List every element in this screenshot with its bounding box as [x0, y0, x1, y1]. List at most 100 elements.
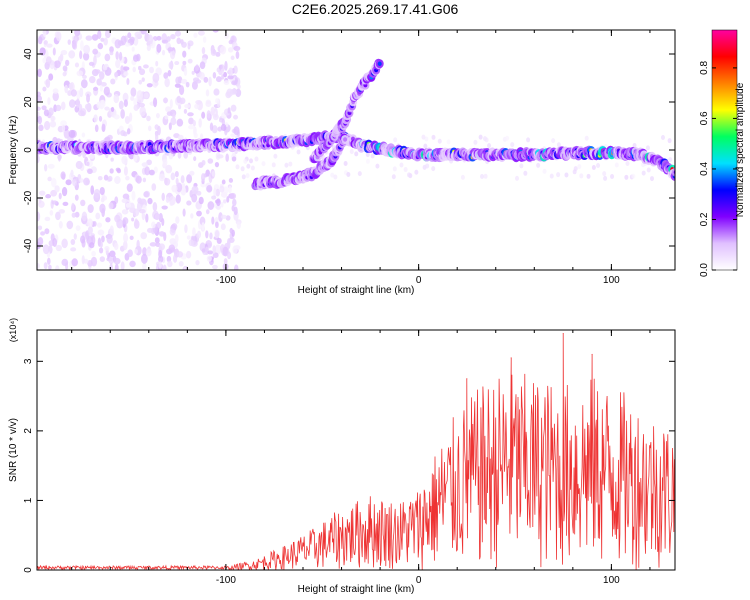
noise-cell	[158, 261, 162, 269]
noise-cell	[140, 30, 148, 35]
noise-cell	[108, 256, 115, 265]
noise-cell	[110, 78, 116, 85]
noise-cell	[184, 224, 188, 234]
noise-cell	[74, 194, 79, 201]
noise-cell	[54, 60, 61, 69]
noise-cell	[201, 47, 206, 55]
noise-cell	[211, 216, 215, 225]
noise-cell	[423, 143, 428, 149]
noise-cell	[223, 71, 228, 78]
noise-cell	[196, 230, 202, 239]
spectrogram-y-tick-label: -20	[23, 190, 34, 205]
noise-cell	[99, 186, 105, 196]
trace-cell	[671, 167, 675, 177]
noise-cell	[198, 118, 202, 128]
noise-cell	[157, 125, 161, 136]
noise-cell	[114, 214, 121, 223]
noise-cell	[76, 70, 84, 77]
noise-cell	[80, 235, 86, 244]
noise-cell	[79, 87, 84, 98]
noise-cell	[206, 255, 212, 262]
noise-cell	[47, 97, 51, 106]
noise-cell	[162, 97, 169, 104]
trace-cell-core	[673, 170, 675, 175]
noise-cell	[138, 79, 143, 85]
noise-cell	[114, 176, 121, 185]
noise-cell	[200, 173, 206, 182]
noise-cell	[42, 244, 49, 249]
noise-cell	[127, 249, 133, 257]
noise-cell	[480, 173, 485, 179]
noise-cell	[243, 158, 248, 164]
noise-cell	[375, 163, 380, 169]
noise-cell	[171, 184, 178, 193]
noise-cell	[174, 61, 180, 66]
noise-cell	[171, 223, 178, 231]
noise-cell	[92, 221, 97, 227]
noise-cell	[137, 197, 142, 204]
noise-cell	[61, 258, 69, 267]
noise-cell	[152, 72, 160, 83]
noise-cell	[349, 149, 354, 155]
noise-cell	[93, 55, 97, 66]
noise-cell	[79, 50, 83, 60]
noise-cell	[164, 77, 170, 88]
noise-cell	[133, 152, 138, 162]
noise-cell	[161, 49, 166, 56]
noise-cell	[211, 195, 217, 200]
noise-cell	[220, 201, 224, 208]
noise-cell	[614, 162, 619, 168]
noise-cell	[99, 203, 106, 214]
noise-cell	[174, 30, 182, 37]
noise-cell	[86, 161, 90, 167]
noise-cell	[113, 257, 121, 265]
noise-cell	[215, 188, 220, 197]
noise-cell	[51, 200, 58, 205]
noise-cell	[178, 85, 185, 96]
noise-cell	[37, 115, 43, 125]
noise-cell	[88, 61, 95, 66]
noise-cell	[211, 125, 218, 134]
noise-cell	[87, 168, 93, 175]
noise-cell	[60, 120, 67, 127]
colorbar-gradient	[711, 29, 738, 271]
noise-cell	[103, 174, 109, 181]
noise-cell	[176, 37, 182, 45]
noise-cell	[138, 68, 146, 76]
noise-cell	[220, 223, 226, 231]
noise-cell	[71, 258, 78, 267]
noise-cell	[49, 120, 57, 128]
noise-cell	[245, 173, 250, 179]
noise-cell	[523, 170, 528, 176]
noise-cell	[55, 265, 60, 270]
noise-cell	[37, 236, 44, 246]
noise-cell	[158, 173, 166, 182]
noise-cell	[221, 118, 225, 126]
noise-cell	[91, 34, 99, 41]
noise-cell	[52, 47, 56, 56]
noise-cell	[399, 162, 404, 168]
noise-cell	[215, 51, 221, 57]
noise-cell	[460, 174, 465, 180]
noise-cell	[148, 169, 155, 176]
noise-cell	[43, 120, 51, 131]
noise-cell	[187, 112, 194, 117]
noise-cell	[205, 101, 212, 108]
noise-cell	[632, 142, 637, 148]
noise-cell	[212, 113, 219, 121]
noise-cell	[93, 188, 101, 199]
noise-cell	[37, 111, 40, 118]
noise-cell	[487, 143, 492, 149]
noise-cell	[120, 108, 125, 119]
noise-cell	[227, 47, 234, 53]
noise-cell	[72, 178, 77, 187]
noise-cell	[406, 172, 411, 178]
noise-cell	[70, 238, 76, 246]
noise-cell	[73, 233, 77, 240]
spectrogram-image	[37, 30, 675, 270]
noise-cell	[55, 104, 62, 112]
noise-cell	[167, 260, 173, 268]
noise-cell	[46, 43, 53, 48]
noise-cell	[186, 200, 192, 206]
noise-cell	[142, 247, 147, 256]
